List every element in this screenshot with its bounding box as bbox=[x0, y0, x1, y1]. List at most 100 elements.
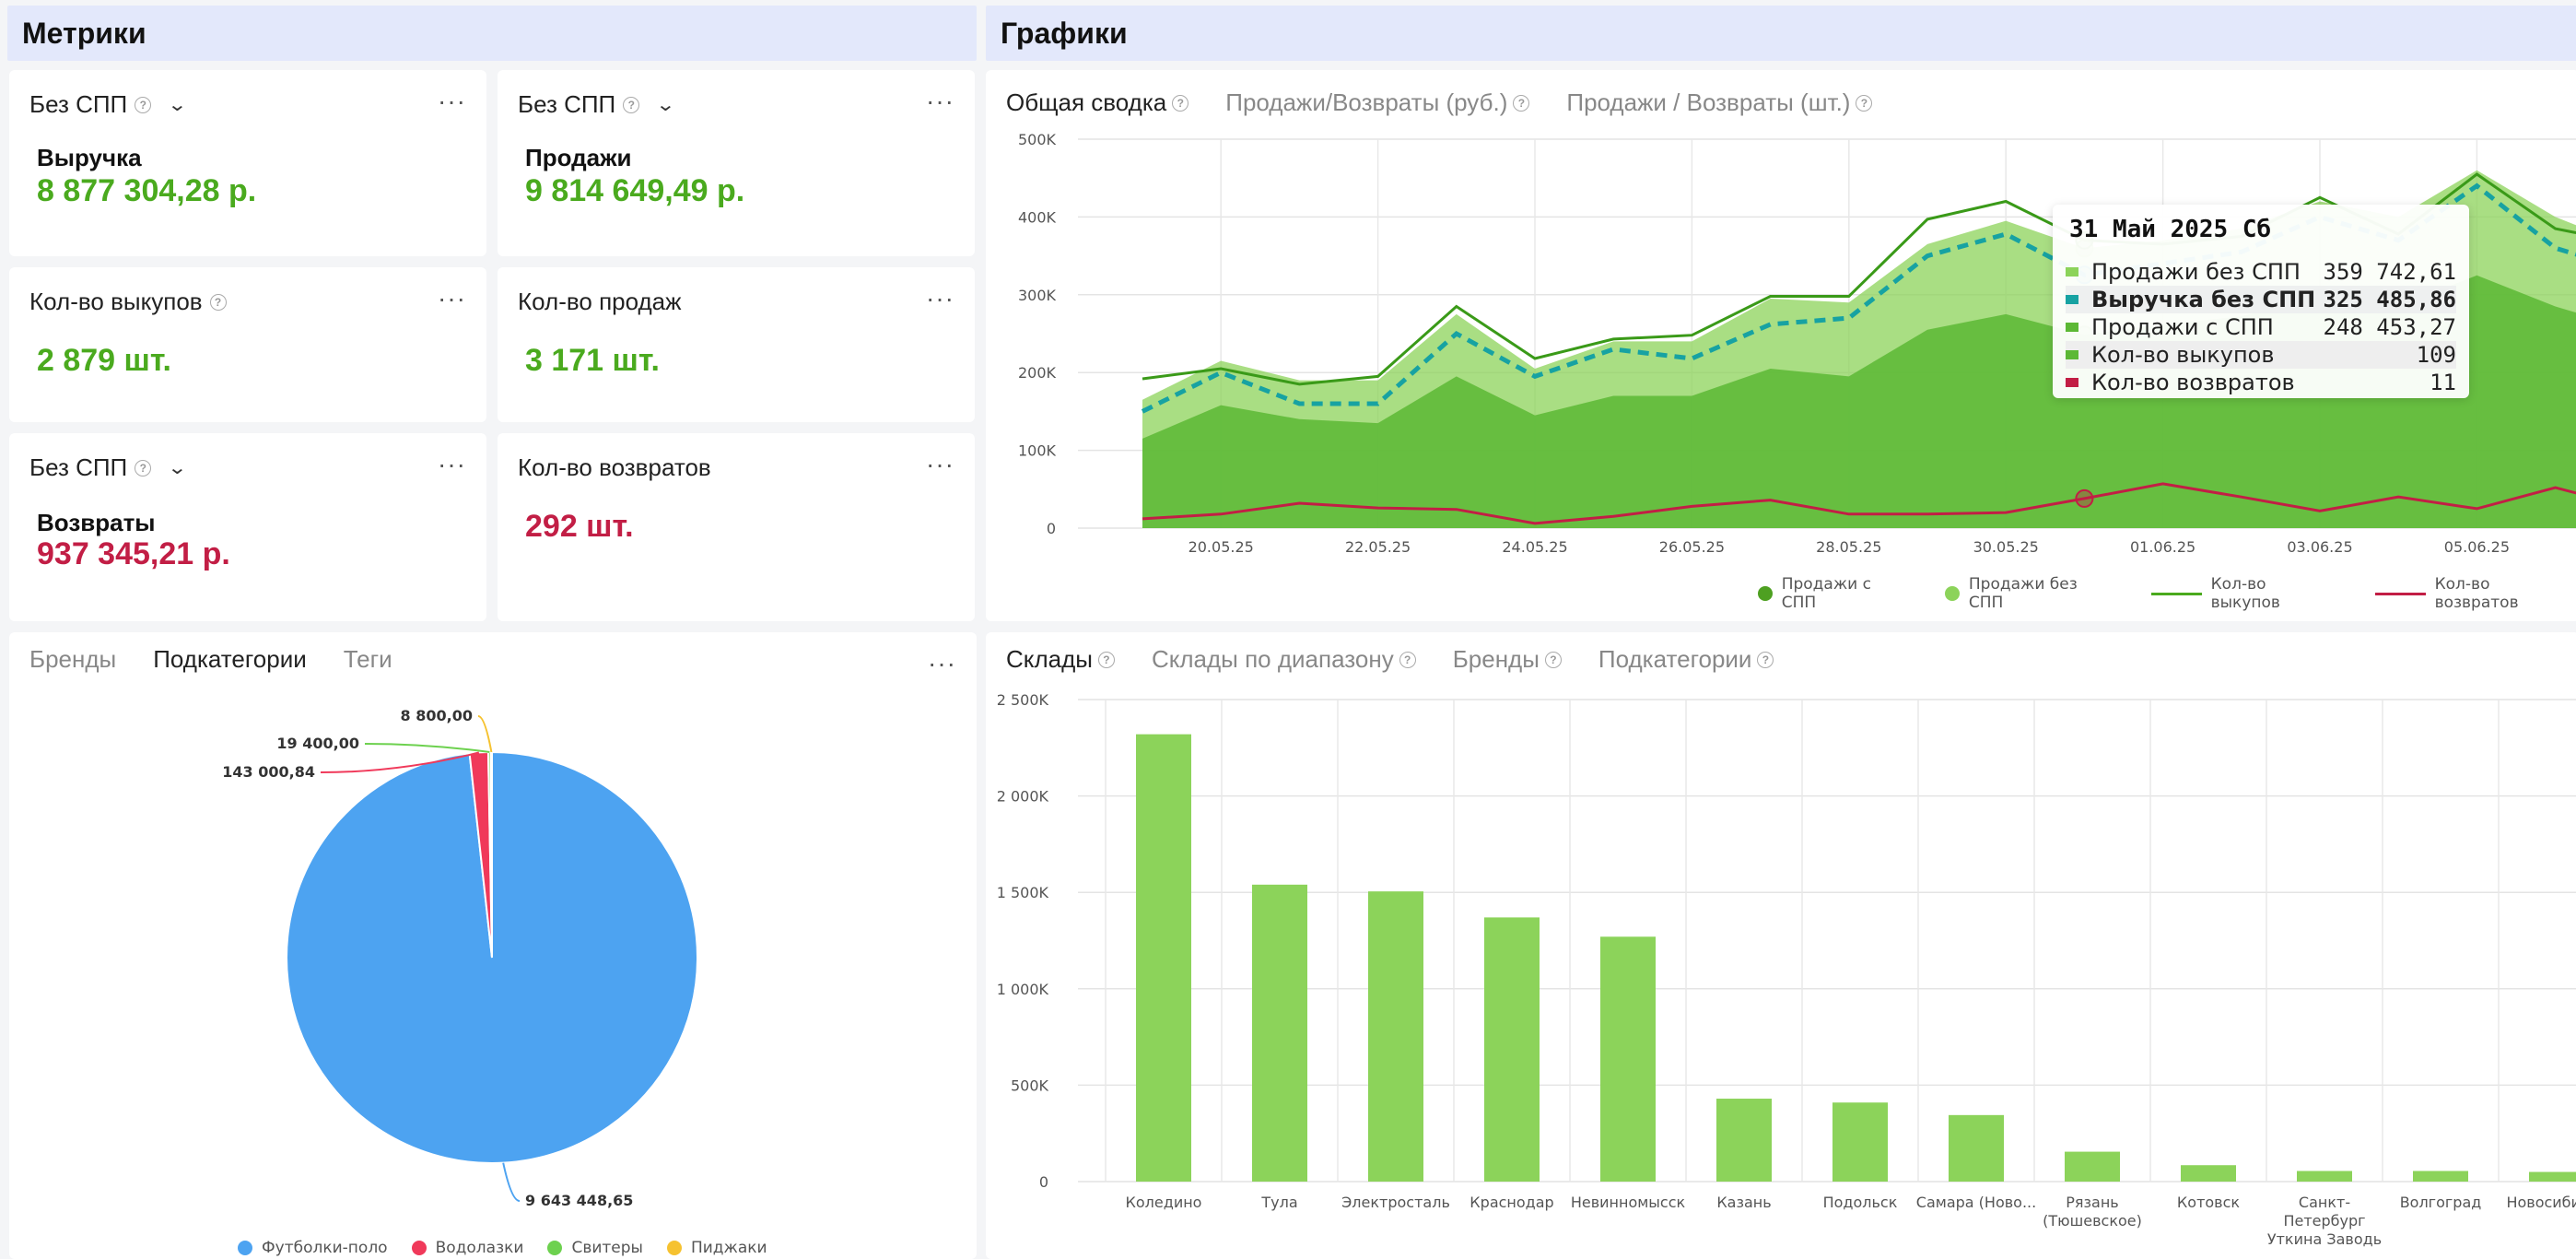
y-tick-label: 1 000K bbox=[997, 981, 1049, 998]
tab-sales-returns-rub[interactable]: Продажи/Возвраты (руб.)? bbox=[1225, 88, 1530, 117]
more-menu-button[interactable]: ··· bbox=[438, 284, 466, 312]
legend-item-polo[interactable]: Футболки-поло bbox=[238, 1239, 388, 1257]
metric-card-title: Кол-во возвратов bbox=[518, 453, 711, 481]
spp-dropdown[interactable]: Без СПП ? ⌄ bbox=[29, 90, 188, 119]
tooltip-row: Выручка без СПП 325 485,86 bbox=[2066, 286, 2456, 313]
chart-tabs: Общая сводка? Продажи/Возвраты (руб.)? П… bbox=[1006, 88, 1873, 117]
tooltip-swatch bbox=[2066, 350, 2078, 359]
x-tick-label: Волгоград bbox=[2400, 1194, 2482, 1211]
y-tick-label: 1 500K bbox=[997, 884, 1049, 901]
help-icon[interactable]: ? bbox=[1757, 651, 1774, 668]
chevron-down-icon: ⌄ bbox=[167, 95, 188, 115]
help-icon[interactable]: ? bbox=[1544, 651, 1562, 668]
help-icon[interactable]: ? bbox=[1856, 94, 1873, 112]
bar bbox=[1600, 936, 1656, 1182]
more-menu-button[interactable]: ··· bbox=[438, 87, 466, 115]
help-icon[interactable]: ? bbox=[135, 459, 152, 477]
more-menu-button[interactable]: ··· bbox=[926, 450, 954, 478]
legend-dot bbox=[666, 1241, 682, 1255]
tab-subcategories[interactable]: Подкатегории? bbox=[1598, 645, 1774, 674]
y-tick-label: 100K bbox=[1018, 442, 1057, 460]
tab-label: Склады bbox=[1006, 645, 1093, 673]
legend-item-returns[interactable]: Кол-во возвратов bbox=[2374, 575, 2576, 612]
more-menu-button[interactable]: ··· bbox=[928, 649, 956, 677]
tab-warehouses-range[interactable]: Склады по диапазону? bbox=[1152, 645, 1416, 674]
x-tick-label: Новосибирск bbox=[2506, 1194, 2576, 1211]
metric-card-head: Кол-во продаж bbox=[518, 288, 682, 316]
tooltip-row-name: Выручка без СПП bbox=[2091, 287, 2316, 312]
more-menu-button[interactable]: ··· bbox=[438, 450, 466, 478]
legend-dot bbox=[1758, 586, 1773, 601]
tooltip-row-name: Кол-во возвратов bbox=[2091, 370, 2295, 395]
metrics-header: Метрики bbox=[7, 6, 977, 61]
help-icon[interactable]: ? bbox=[1172, 94, 1189, 112]
legend-label: Свитеры bbox=[571, 1239, 643, 1257]
tooltip-row-value: 11 bbox=[2430, 370, 2456, 395]
bar bbox=[2413, 1171, 2468, 1182]
metric-card-buyouts: Кол-во выкупов ? ··· 2 879 шт. bbox=[9, 267, 486, 422]
x-tick-label: Коледино bbox=[1126, 1194, 1202, 1211]
subcategory-pie-chart[interactable]: 9 643 448,65 143 000,84 19 400,00 8 800,00 bbox=[9, 632, 977, 1259]
x-tick-label: Рязань (Тюшевское) bbox=[2043, 1194, 2142, 1230]
metric-card-head: Кол-во возвратов bbox=[518, 453, 711, 482]
tooltip-swatch bbox=[2066, 323, 2078, 332]
y-tick-label: 400K bbox=[1018, 208, 1057, 226]
help-icon[interactable]: ? bbox=[209, 293, 227, 311]
tab-label: Подкатегории bbox=[1598, 645, 1752, 673]
legend-item-sales-without-spp[interactable]: Продажи без СПП bbox=[1945, 575, 2113, 612]
spp-dropdown[interactable]: Без СПП ? ⌄ bbox=[29, 453, 188, 482]
tab-brands[interactable]: Бренды? bbox=[1453, 645, 1562, 674]
bar bbox=[1949, 1114, 2004, 1182]
x-tick-label: 28.05.25 bbox=[1816, 538, 1881, 556]
tab-warehouses[interactable]: Склады? bbox=[1006, 645, 1115, 674]
hover-marker bbox=[2075, 488, 2094, 508]
legend-dot bbox=[547, 1241, 563, 1255]
tooltip-row-value: 109 bbox=[2416, 342, 2456, 368]
y-tick-label: 500K bbox=[1018, 131, 1057, 148]
bar bbox=[2529, 1171, 2576, 1182]
metric-card-title: Кол-во продаж bbox=[518, 288, 682, 315]
tooltip-swatch bbox=[2066, 295, 2078, 304]
help-icon[interactable]: ? bbox=[623, 96, 640, 113]
legend-item-jackets[interactable]: Пиджаки bbox=[666, 1239, 767, 1257]
bar-tabs: Склады? Склады по диапазону? Бренды? Под… bbox=[1006, 645, 1774, 674]
tab-label: Бренды bbox=[1452, 645, 1540, 673]
help-icon[interactable]: ? bbox=[1513, 94, 1530, 112]
more-menu-button[interactable]: ··· bbox=[926, 87, 954, 115]
metric-value: 9 814 649,49 р. bbox=[525, 173, 745, 208]
x-tick-label: Невинномысск bbox=[1571, 1194, 1686, 1211]
tooltip-row-name: Кол-во выкупов bbox=[2091, 342, 2275, 368]
pie-data-label: 19 400,00 bbox=[276, 735, 359, 752]
help-icon[interactable]: ? bbox=[135, 96, 152, 113]
tab-label: Склады по диапазону bbox=[1151, 645, 1394, 673]
y-tick-label: 0 bbox=[1047, 520, 1056, 537]
help-icon[interactable]: ? bbox=[1097, 651, 1115, 668]
tooltip-swatch bbox=[2066, 378, 2078, 387]
warehouse-bar-chart[interactable]: 0 500K 1 000K 1 500K 2 000K 2 500K Коледино Тул… bbox=[986, 632, 2576, 1259]
legend-item-buyouts[interactable]: Кол-во выкупов bbox=[2150, 575, 2338, 612]
more-menu-button[interactable]: ··· bbox=[926, 284, 954, 312]
metric-value: 3 171 шт. bbox=[525, 343, 660, 378]
help-icon[interactable]: ? bbox=[1399, 651, 1416, 668]
metric-value: 8 877 304,28 р. bbox=[37, 173, 257, 208]
legend-item-turtlenecks[interactable]: Водолазки bbox=[411, 1239, 523, 1257]
tab-label: Общая сводка bbox=[1006, 88, 1167, 116]
metric-value: 937 345,21 р. bbox=[37, 536, 230, 571]
legend-line bbox=[2150, 592, 2202, 595]
tooltip-row-value: 325 485,86 bbox=[2323, 287, 2457, 312]
pie-slice bbox=[489, 750, 493, 959]
tab-tags[interactable]: Теги bbox=[344, 645, 392, 674]
tab-subcategories[interactable]: Подкатегории bbox=[153, 645, 307, 674]
tab-brands[interactable]: Бренды bbox=[29, 645, 116, 674]
metric-card-revenue: Без СПП ? ⌄ ··· Выручка 8 877 304,28 р. bbox=[9, 70, 486, 256]
legend-label: Продажи без СПП bbox=[1968, 575, 2078, 612]
tab-sales-returns-pcs[interactable]: Продажи / Возвраты (шт.)? bbox=[1566, 88, 1873, 117]
pie-label-connector bbox=[502, 1162, 521, 1202]
tab-label: Продажи/Возвраты (руб.) bbox=[1225, 88, 1508, 116]
legend-item-sales-with-spp[interactable]: Продажи с СПП bbox=[1758, 575, 1908, 612]
tab-summary[interactable]: Общая сводка? bbox=[1006, 88, 1189, 117]
spp-dropdown[interactable]: Без СПП ? ⌄ bbox=[518, 90, 676, 119]
bar bbox=[1136, 734, 1191, 1182]
legend-item-sweaters[interactable]: Свитеры bbox=[547, 1239, 643, 1257]
x-tick-label: 05.06.25 bbox=[2444, 538, 2510, 556]
